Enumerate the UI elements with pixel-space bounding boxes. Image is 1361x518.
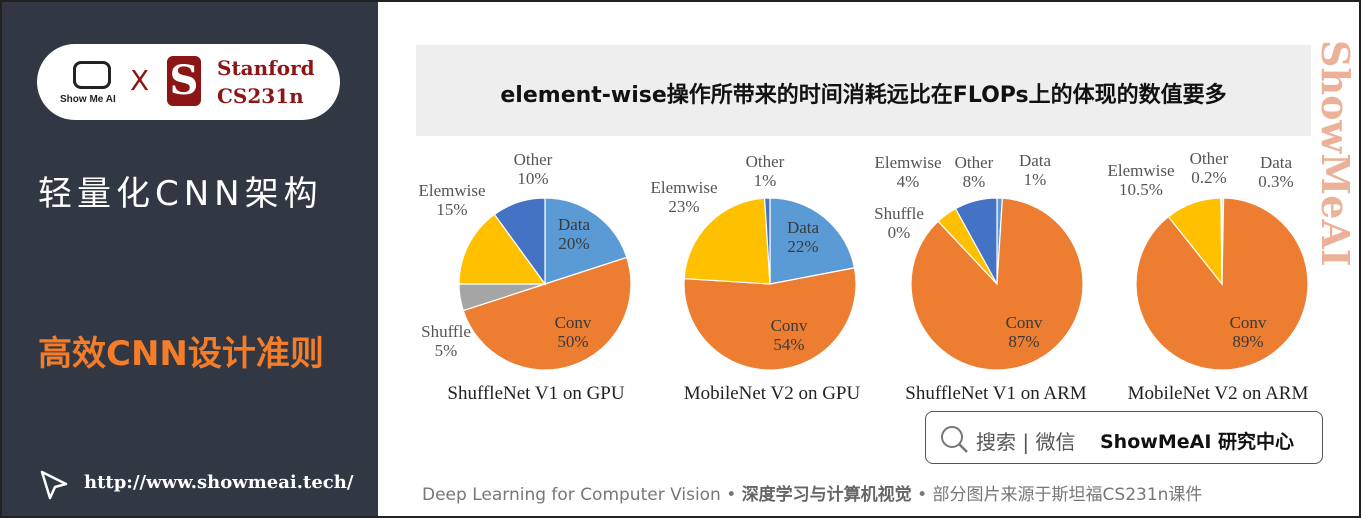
label-elemwise: Elemwise 4% bbox=[874, 153, 942, 191]
chart-title: MobileNet V2 on GPU bbox=[683, 383, 861, 404]
pie-slice-elemwise bbox=[458, 213, 547, 285]
footer-course: Deep Learning for Computer Vision bbox=[422, 485, 721, 505]
section-subheading: 高效CNN设计准则 bbox=[38, 334, 324, 374]
pie-slice-conv bbox=[683, 267, 857, 371]
section-heading: 轻量化CNN架构 bbox=[38, 174, 323, 214]
label-other: Other 0.2% bbox=[1189, 149, 1229, 187]
separator: • bbox=[720, 485, 742, 505]
pie-slice-conv bbox=[462, 256, 632, 371]
search-box[interactable]: 搜索 | 微信 ShowMeAI 研究中心 bbox=[925, 411, 1323, 464]
label-data: Data 1% bbox=[1018, 151, 1052, 189]
logo-banner: Show Me AI X S Stanford CS231n bbox=[37, 44, 340, 120]
label-shuffle: Shuffle 0% bbox=[874, 204, 924, 242]
footer: Deep Learning for Computer Vision • 深度学习… bbox=[422, 480, 1202, 505]
label-data: Data 0.3% bbox=[1258, 153, 1294, 191]
pie-slice-other bbox=[1220, 197, 1223, 285]
pie-slice-other bbox=[493, 197, 546, 286]
cross-mark: X bbox=[130, 64, 150, 97]
label-elemwise: Elemwise 10.5% bbox=[1107, 161, 1175, 199]
label-shuffle: Shuffle 5% bbox=[421, 322, 471, 360]
separator: • bbox=[911, 485, 933, 505]
label-elemwise: Elemwise 15% bbox=[418, 181, 486, 219]
label-other: Other 1% bbox=[745, 152, 785, 190]
label-conv: Conv 50% bbox=[554, 313, 592, 351]
watermark: ShowMeAI bbox=[1313, 40, 1358, 267]
chart-title: ShuffleNet V1 on ARM bbox=[905, 383, 1087, 404]
showmeai-logo-icon bbox=[73, 61, 111, 89]
stanford-label: Stanford bbox=[217, 56, 315, 80]
label-data: Data 22% bbox=[786, 218, 820, 256]
pie-slice-data bbox=[544, 197, 628, 285]
chart-title: ShuffleNet V1 on GPU bbox=[447, 383, 625, 404]
pie-slice-other bbox=[763, 197, 771, 285]
showmeai-logo-text: Show Me AI bbox=[60, 94, 116, 105]
course-label: CS231n bbox=[217, 84, 304, 108]
label-elemwise: Elemwise 23% bbox=[650, 178, 718, 216]
label-conv: Conv 87% bbox=[1005, 313, 1043, 351]
search-brand: ShowMeAI 研究中心 bbox=[1100, 431, 1294, 453]
slide-title: element-wise操作所带来的时间消耗远比在FLOPs上的体现的数值要多 bbox=[500, 83, 1227, 108]
label-conv: Conv 54% bbox=[770, 316, 808, 354]
stanford-logo-icon: S bbox=[167, 56, 201, 106]
label-other: Other 8% bbox=[954, 153, 994, 191]
pie-slice-other bbox=[954, 197, 998, 285]
pie-slice-elemwise bbox=[683, 197, 771, 285]
label-other: Other 10% bbox=[513, 150, 553, 188]
cursor-icon bbox=[40, 470, 68, 500]
chart-title: MobileNet V2 on ARM bbox=[1127, 383, 1309, 404]
label-conv: Conv 89% bbox=[1229, 313, 1267, 351]
sidebar: Show Me AI X S Stanford CS231n 轻量化CNN架构 … bbox=[0, 0, 378, 518]
pie-slice-data bbox=[769, 197, 856, 285]
website-link[interactable]: http://www.showmeai.tech/ bbox=[84, 472, 354, 493]
footer-course-cn: 深度学习与计算机视觉 bbox=[741, 485, 912, 505]
footer-source: 部分图片来源于斯坦福CS231n课件 bbox=[932, 485, 1203, 505]
search-text: 搜索 | 微信 bbox=[976, 430, 1076, 454]
label-data: Data 20% bbox=[557, 215, 591, 253]
search-icon bbox=[941, 426, 968, 453]
slide-title-bar: element-wise操作所带来的时间消耗远比在FLOPs上的体现的数值要多 bbox=[416, 45, 1311, 136]
